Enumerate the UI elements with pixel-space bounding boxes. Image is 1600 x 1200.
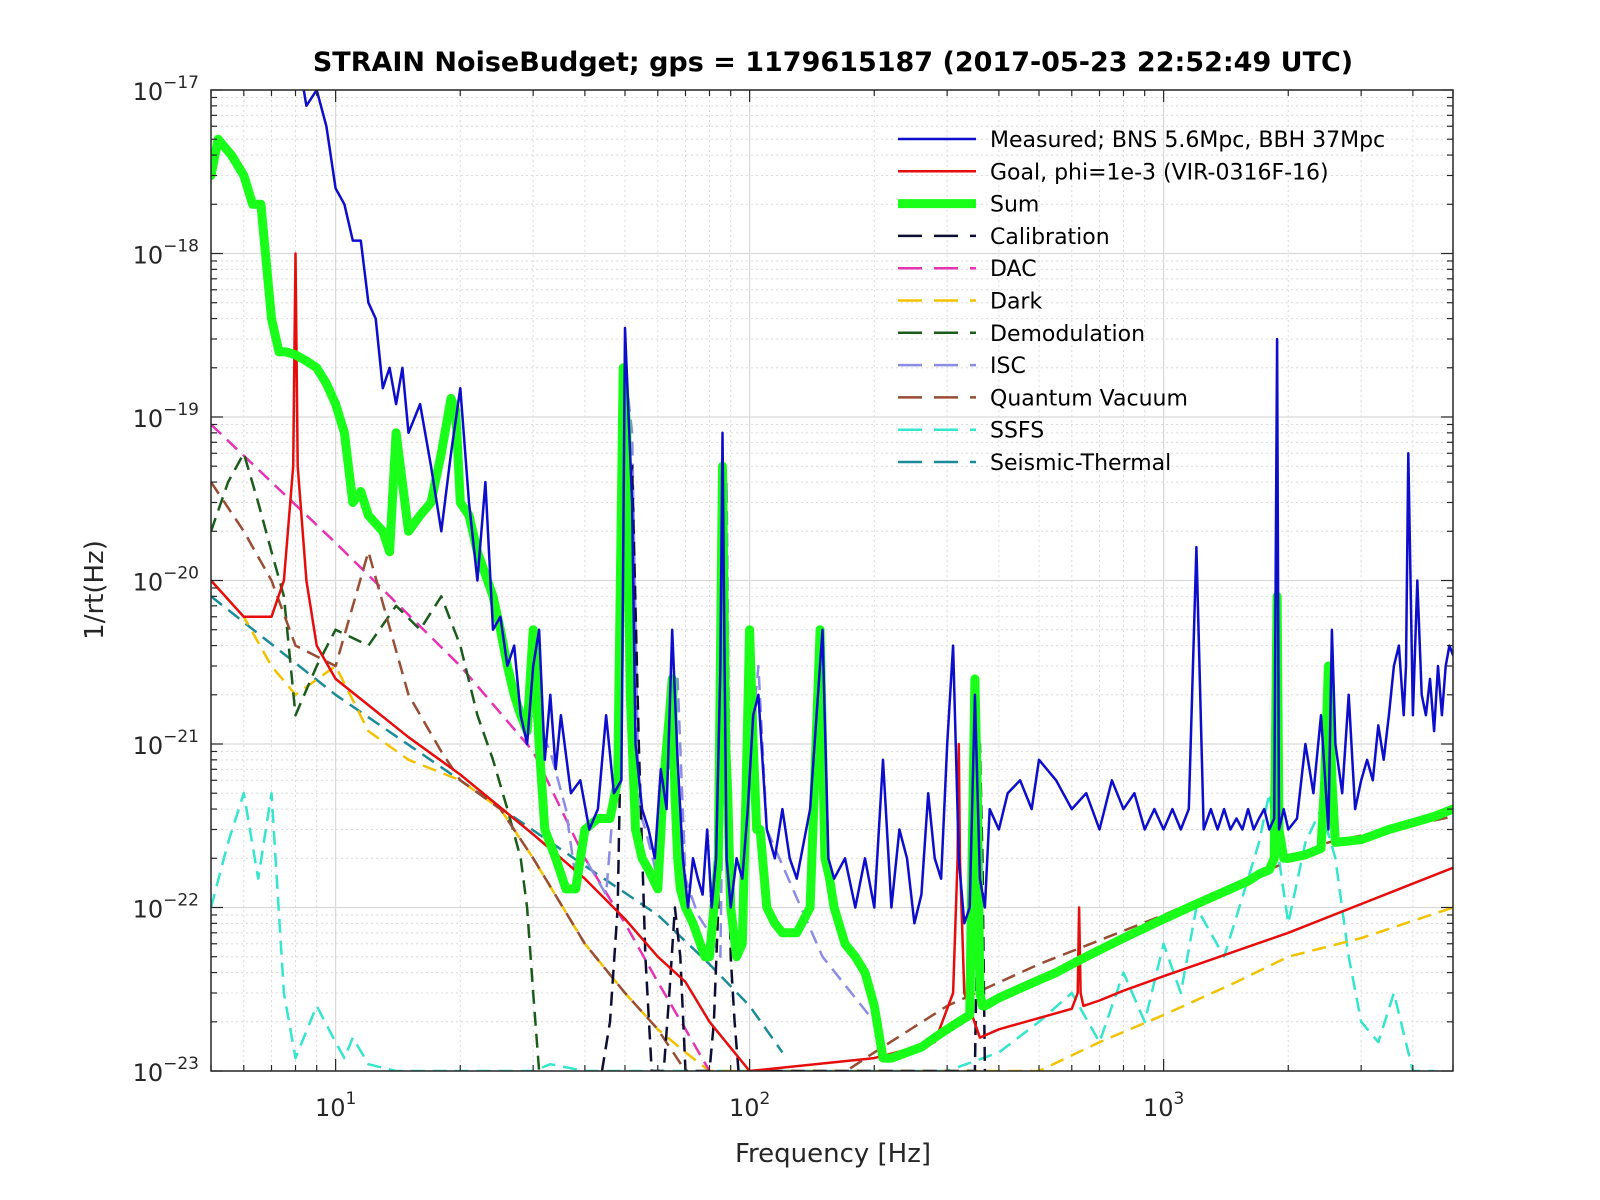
legend-item: SSFS: [898, 419, 1044, 444]
legend-item: Seismic-Thermal: [898, 451, 1171, 476]
legend-item: Measured; BNS 5.6Mpc, BBH 37Mpc: [898, 128, 1385, 153]
legend-label: Goal, phi=1e-3 (VIR-0316F-16): [990, 160, 1329, 185]
x-tick-label: 101: [315, 1089, 356, 1122]
series-line-goal-phi-1e-3-vir-0316f-16: [211, 252, 1453, 1071]
legend-label: Quantum Vacuum: [990, 386, 1188, 411]
legend-item: DAC: [898, 257, 1037, 282]
y-tick-label: 10−22: [133, 891, 199, 924]
y-tick-label: 10−20: [133, 564, 199, 597]
plot-area: 101 102 103 10−23 10−22 10−21 10−20 10−19 10−18 1…: [133, 73, 1454, 1122]
legend-label: Demodulation: [990, 322, 1145, 347]
series-line-seismic-thermal: [211, 595, 784, 1054]
legend-item: Goal, phi=1e-3 (VIR-0316F-16): [898, 160, 1329, 185]
legend-label: Seismic-Thermal: [990, 451, 1171, 476]
legend-label: Sum: [990, 193, 1039, 218]
series-line-ssfs: [211, 791, 1435, 1071]
y-axis-label: 1/rt(Hz): [80, 540, 110, 640]
legend-item: Sum: [898, 193, 1039, 218]
grid: [210, 89, 1454, 1072]
y-tick-label: 10−18: [133, 237, 199, 270]
axes: 101 102 103 10−23 10−22 10−21 10−20 10−19 10−18 1…: [133, 73, 1454, 1122]
series-line-dac: [211, 423, 711, 1071]
legend-label: DAC: [990, 257, 1037, 282]
legend-item: Dark: [898, 290, 1042, 315]
y-tick-label: 10−21: [133, 727, 199, 760]
series-line-quantum-vacuum: [211, 481, 1453, 1071]
legend: Measured; BNS 5.6Mpc, BBH 37Mpc Goal, phi…: [898, 128, 1385, 476]
legend-item: Calibration: [898, 225, 1110, 250]
legend-label: ISC: [990, 354, 1026, 379]
chart-title: STRAIN NoiseBudget; gps = 1179615187 (20…: [313, 47, 1353, 78]
series-line-measured-bns-5-6mpc-bbh-37mpc: [302, 90, 1453, 925]
y-tick-label: 10−23: [133, 1054, 199, 1087]
legend-item: Demodulation: [898, 322, 1145, 347]
series-line-dark: [211, 579, 1453, 1071]
series-line-demodulation: [211, 452, 545, 1071]
x-tick-label: 103: [1143, 1089, 1184, 1122]
legend-label: Dark: [990, 290, 1042, 315]
legend-label: Measured; BNS 5.6Mpc, BBH 37Mpc: [990, 128, 1385, 153]
legend-item: ISC: [898, 354, 1026, 379]
y-tick-label: 10−17: [133, 73, 199, 106]
x-tick-label: 102: [729, 1089, 770, 1122]
legend-item: Quantum Vacuum: [898, 386, 1188, 411]
y-tick-label: 10−19: [133, 400, 199, 433]
series-line-sum: [211, 134, 1453, 1063]
series-group: [211, 90, 1453, 1071]
x-axis-label: Frequency [Hz]: [735, 1139, 931, 1169]
legend-label: Calibration: [990, 225, 1110, 250]
legend-label: SSFS: [990, 419, 1044, 444]
